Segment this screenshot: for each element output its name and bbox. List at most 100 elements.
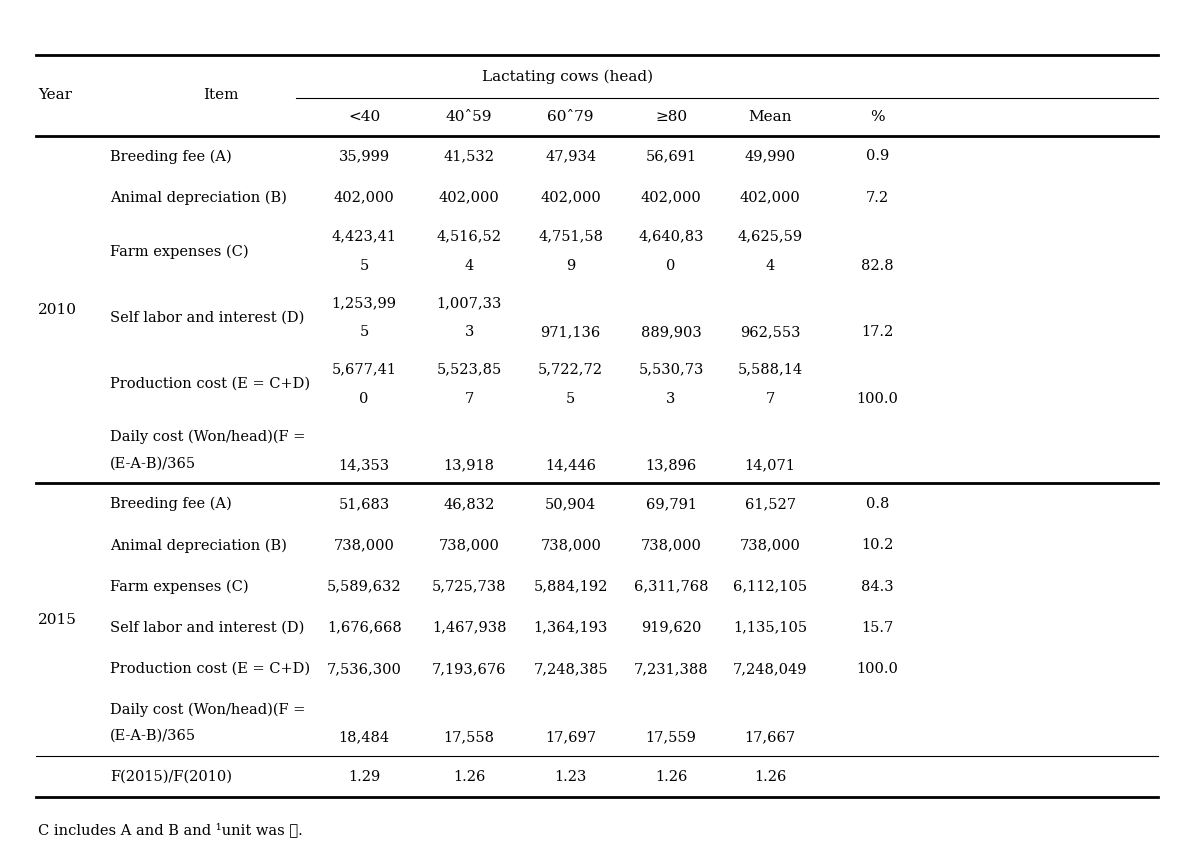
Text: 10.2: 10.2 bbox=[861, 538, 894, 552]
Text: 1,676,668: 1,676,668 bbox=[327, 621, 401, 635]
Text: 738,000: 738,000 bbox=[541, 538, 601, 552]
Text: <40: <40 bbox=[347, 110, 381, 124]
Text: 5,530,73: 5,530,73 bbox=[639, 362, 703, 377]
Text: 69,791: 69,791 bbox=[646, 497, 696, 511]
Text: 2010: 2010 bbox=[38, 303, 78, 316]
Text: 0: 0 bbox=[359, 392, 369, 405]
Text: 14,446: 14,446 bbox=[546, 458, 596, 471]
Text: 5: 5 bbox=[566, 392, 576, 405]
Text: 738,000: 738,000 bbox=[740, 538, 800, 552]
Text: Animal depreciation (B): Animal depreciation (B) bbox=[110, 191, 287, 205]
Text: 7,193,676: 7,193,676 bbox=[432, 662, 506, 676]
Text: 4,516,52: 4,516,52 bbox=[437, 230, 501, 243]
Text: 402,000: 402,000 bbox=[439, 191, 499, 204]
Text: Farm expenses (C): Farm expenses (C) bbox=[110, 244, 248, 259]
Text: 40ˆ59: 40ˆ59 bbox=[447, 110, 492, 124]
Text: Self labor and interest (D): Self labor and interest (D) bbox=[110, 621, 304, 635]
Text: 962,553: 962,553 bbox=[740, 326, 800, 339]
Text: C includes A and B and ¹unit was ₩.: C includes A and B and ¹unit was ₩. bbox=[38, 822, 303, 837]
Text: 1,135,105: 1,135,105 bbox=[733, 621, 807, 635]
Text: 1,467,938: 1,467,938 bbox=[432, 621, 506, 635]
Text: 0.8: 0.8 bbox=[866, 497, 890, 511]
Text: 47,934: 47,934 bbox=[546, 149, 596, 164]
Text: 6,112,105: 6,112,105 bbox=[733, 579, 807, 594]
Text: 1.26: 1.26 bbox=[453, 769, 486, 784]
Text: 5,884,192: 5,884,192 bbox=[534, 579, 608, 594]
Text: 17,559: 17,559 bbox=[646, 730, 696, 745]
Text: Daily cost (Won/head)(F =: Daily cost (Won/head)(F = bbox=[110, 702, 306, 717]
Text: 14,071: 14,071 bbox=[745, 458, 795, 471]
Text: 17,697: 17,697 bbox=[546, 730, 596, 745]
Text: 5,677,41: 5,677,41 bbox=[332, 362, 396, 377]
Text: Farm expenses (C): Farm expenses (C) bbox=[110, 579, 248, 594]
Text: 4,423,41: 4,423,41 bbox=[332, 230, 396, 243]
Text: 402,000: 402,000 bbox=[334, 191, 394, 204]
Text: 35,999: 35,999 bbox=[339, 149, 389, 164]
Text: 7: 7 bbox=[464, 392, 474, 405]
Text: 738,000: 738,000 bbox=[334, 538, 394, 552]
Text: 41,532: 41,532 bbox=[444, 149, 494, 164]
Text: 100.0: 100.0 bbox=[856, 662, 899, 676]
Text: 738,000: 738,000 bbox=[439, 538, 499, 552]
Text: 4: 4 bbox=[765, 259, 775, 273]
Text: 738,000: 738,000 bbox=[641, 538, 701, 552]
Text: 14,353: 14,353 bbox=[339, 458, 389, 471]
Text: 919,620: 919,620 bbox=[641, 621, 701, 635]
Text: 7,248,049: 7,248,049 bbox=[733, 662, 807, 676]
Text: Mean: Mean bbox=[749, 110, 792, 124]
Text: 7.2: 7.2 bbox=[866, 191, 890, 204]
Text: 49,990: 49,990 bbox=[745, 149, 795, 164]
Text: 3: 3 bbox=[464, 326, 474, 339]
Text: Item: Item bbox=[203, 88, 239, 103]
Text: 0: 0 bbox=[666, 259, 676, 273]
Text: 5,523,85: 5,523,85 bbox=[437, 362, 501, 377]
Text: 4: 4 bbox=[464, 259, 474, 273]
Text: 1,007,33: 1,007,33 bbox=[437, 296, 501, 310]
Text: 4,640,83: 4,640,83 bbox=[639, 230, 703, 243]
Text: 6,311,768: 6,311,768 bbox=[634, 579, 708, 594]
Text: 7,248,385: 7,248,385 bbox=[534, 662, 608, 676]
Text: (E-A-B)/365: (E-A-B)/365 bbox=[110, 456, 196, 471]
Text: 971,136: 971,136 bbox=[541, 326, 601, 339]
Text: 5,588,14: 5,588,14 bbox=[738, 362, 802, 377]
Text: 5,589,632: 5,589,632 bbox=[327, 579, 401, 594]
Text: Breeding fee (A): Breeding fee (A) bbox=[110, 149, 232, 164]
Text: 1,364,193: 1,364,193 bbox=[534, 621, 608, 635]
Text: 61,527: 61,527 bbox=[745, 497, 795, 511]
Text: 889,903: 889,903 bbox=[641, 326, 701, 339]
Text: Breeding fee (A): Breeding fee (A) bbox=[110, 497, 232, 511]
Text: 51,683: 51,683 bbox=[339, 497, 389, 511]
Text: 5,722,72: 5,722,72 bbox=[538, 362, 603, 377]
Text: 7,536,300: 7,536,300 bbox=[327, 662, 401, 676]
Text: 1,253,99: 1,253,99 bbox=[332, 296, 396, 310]
Text: 84.3: 84.3 bbox=[861, 579, 894, 594]
Text: 4,751,58: 4,751,58 bbox=[538, 230, 603, 243]
Text: F(2015)/F(2010): F(2015)/F(2010) bbox=[110, 769, 232, 784]
Text: 402,000: 402,000 bbox=[641, 191, 701, 204]
Text: 18,484: 18,484 bbox=[339, 730, 389, 745]
Text: 4,625,59: 4,625,59 bbox=[738, 230, 802, 243]
Text: 100.0: 100.0 bbox=[856, 392, 899, 405]
Text: %: % bbox=[870, 110, 885, 124]
Text: Year: Year bbox=[38, 88, 72, 103]
Text: Production cost (E = C+D): Production cost (E = C+D) bbox=[110, 662, 310, 676]
Text: 5,725,738: 5,725,738 bbox=[432, 579, 506, 594]
Text: 13,918: 13,918 bbox=[444, 458, 494, 471]
Text: 17.2: 17.2 bbox=[861, 326, 894, 339]
Text: 2015: 2015 bbox=[38, 613, 78, 627]
Text: Lactating cows (head): Lactating cows (head) bbox=[481, 70, 653, 84]
Text: 56,691: 56,691 bbox=[646, 149, 696, 164]
Text: 3: 3 bbox=[666, 392, 676, 405]
Text: 82.8: 82.8 bbox=[861, 259, 894, 273]
Text: 1.26: 1.26 bbox=[654, 769, 688, 784]
Text: 1.29: 1.29 bbox=[347, 769, 381, 784]
Text: ≥80: ≥80 bbox=[656, 110, 687, 124]
Text: Animal depreciation (B): Animal depreciation (B) bbox=[110, 538, 287, 553]
Text: Daily cost (Won/head)(F =: Daily cost (Won/head)(F = bbox=[110, 430, 306, 444]
Text: 7: 7 bbox=[765, 392, 775, 405]
Text: 17,558: 17,558 bbox=[444, 730, 494, 745]
Text: 9: 9 bbox=[566, 259, 576, 273]
Text: 1.23: 1.23 bbox=[554, 769, 587, 784]
Text: Production cost (E = C+D): Production cost (E = C+D) bbox=[110, 377, 310, 391]
Text: 0.9: 0.9 bbox=[866, 149, 890, 164]
